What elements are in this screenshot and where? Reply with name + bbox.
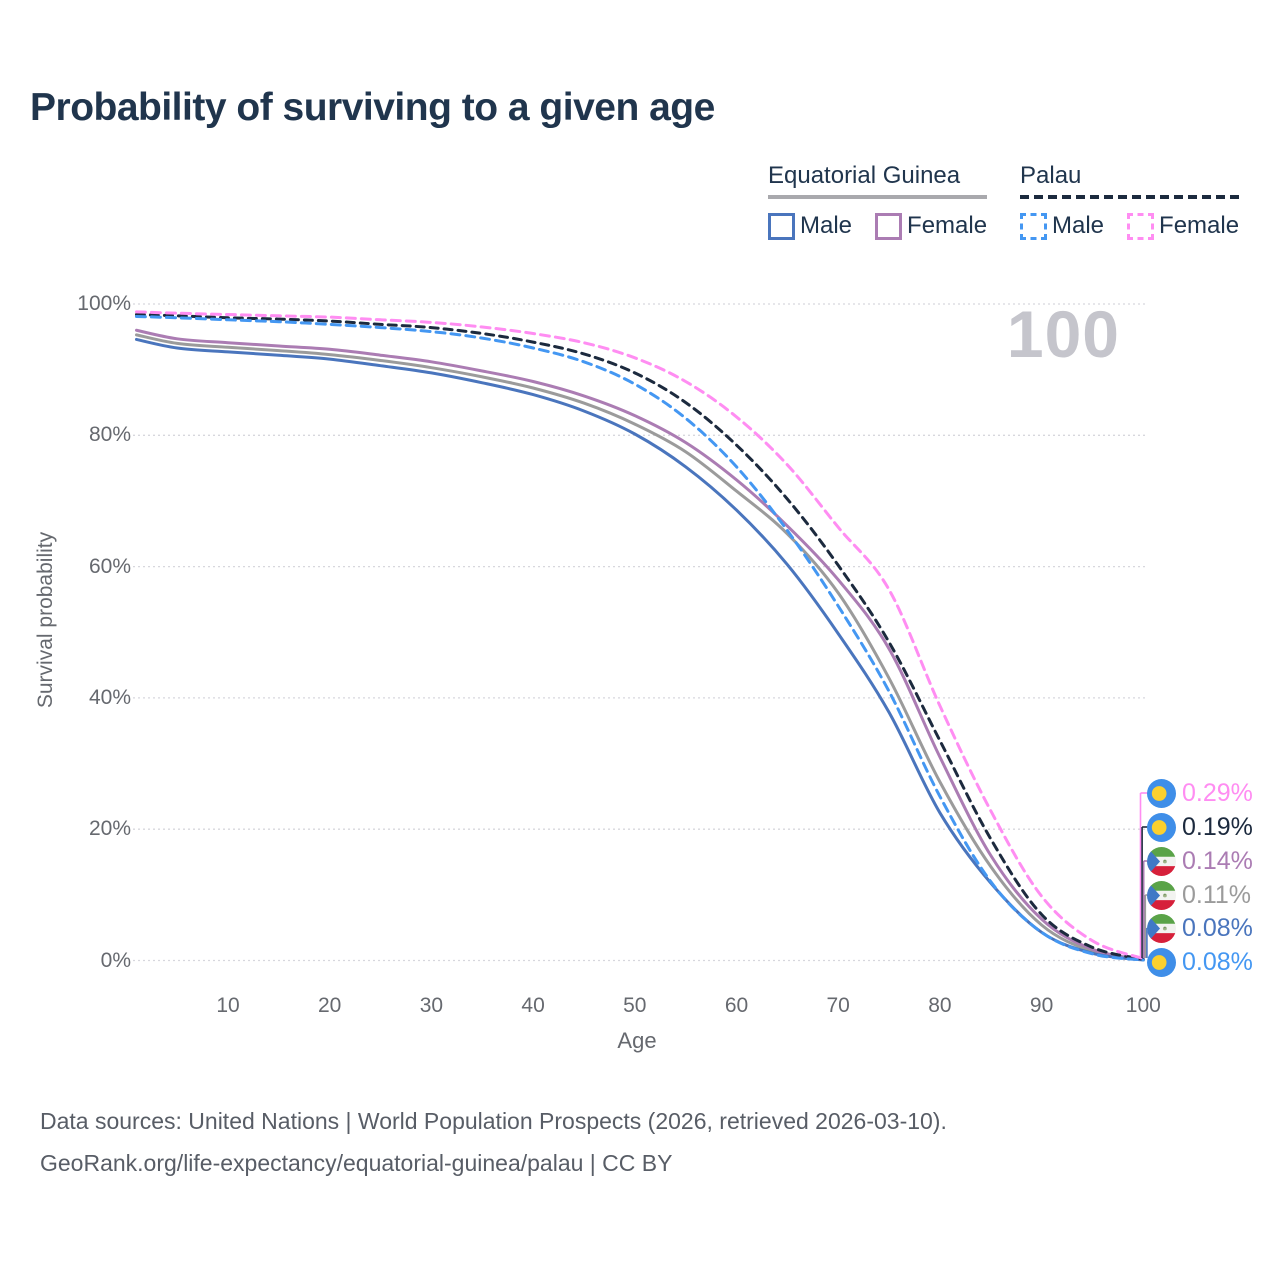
x-tick-label: 100 — [1125, 994, 1161, 1017]
age-watermark: 100 — [1006, 297, 1120, 371]
legend-item-eg-male[interactable]: Male — [768, 212, 852, 240]
end-label-value: 0.14% — [1182, 846, 1253, 875]
legend-group-equatorial-guinea: Equatorial Guinea Male Female — [768, 162, 988, 240]
end-label-palau: 0.29% — [1147, 777, 1253, 809]
x-tick-label: 90 — [1029, 994, 1054, 1017]
y-tick-label: 100% — [77, 292, 131, 315]
x-tick-label: 20 — [318, 994, 342, 1017]
end-label-value: 0.08% — [1182, 947, 1253, 976]
y-tick-label: 20% — [88, 817, 131, 841]
legend-item-label: Male — [800, 212, 853, 239]
legend-group-title: Equatorial Guinea — [768, 162, 961, 189]
end-label-equatorial-guinea: 0.08% — [1147, 912, 1253, 944]
x-tick-label: 60 — [724, 994, 749, 1017]
equatorial-guinea-flag-icon — [1147, 846, 1176, 876]
series-line-equatorial-guinea-female — [134, 328, 1145, 962]
series-line-palau-both-sexes — [134, 313, 1145, 961]
palau-flag-icon — [1147, 947, 1176, 977]
series-line-equatorial-guinea-male — [134, 337, 1145, 962]
line-swatch-icon — [1020, 212, 1047, 240]
legend-item-eg-female[interactable]: Female — [875, 212, 987, 240]
equatorial-guinea-flag-icon — [1147, 880, 1176, 910]
x-tick-label: 40 — [521, 994, 545, 1017]
legend-item-label: Female — [907, 212, 988, 239]
legend-item-label: Female — [1159, 212, 1240, 239]
end-label-value: 0.11% — [1182, 880, 1252, 909]
y-tick-label: 40% — [88, 685, 131, 709]
end-label-value: 0.29% — [1182, 778, 1253, 807]
end-label-palau: 0.19% — [1147, 811, 1253, 843]
x-axis-title: Age — [617, 1028, 657, 1053]
end-label-value: 0.19% — [1182, 812, 1253, 841]
legend-item-palau-male[interactable]: Male — [1020, 212, 1104, 240]
x-tick-label: 30 — [419, 994, 444, 1017]
palau-flag-icon — [1147, 778, 1176, 808]
end-label-palau: 0.08% — [1147, 946, 1253, 978]
y-tick-label: 60% — [88, 554, 131, 578]
x-tick-label: 10 — [216, 994, 240, 1017]
y-tick-label: 0% — [100, 948, 131, 972]
line-swatch-icon — [768, 212, 795, 240]
series-line-palau-male — [134, 314, 1145, 962]
y-tick-label: 80% — [88, 423, 131, 447]
attribution-link-text: GeoRank.org/life-expectancy/equatorial-g… — [40, 1150, 673, 1176]
legend-item-palau-female[interactable]: Female — [1127, 212, 1239, 240]
equatorial-guinea-flag-icon — [1147, 913, 1176, 943]
data-source-text: Data sources: United Nations | World Pop… — [40, 1108, 947, 1134]
line-swatch-icon — [875, 212, 903, 240]
legend-underline-solid — [768, 195, 988, 199]
x-tick-label: 80 — [928, 994, 952, 1017]
x-tick-label: 70 — [826, 994, 850, 1017]
page-title: Probability of surviving to a given age — [30, 86, 715, 129]
x-tick-label: 50 — [623, 994, 647, 1017]
series-line-palau-female — [134, 310, 1145, 961]
end-label-equatorial-guinea: 0.14% — [1147, 845, 1253, 877]
end-label-equatorial-guinea: 0.11% — [1147, 879, 1251, 911]
line-swatch-icon — [1127, 212, 1155, 240]
legend-item-label: Male — [1052, 212, 1105, 239]
series-line-equatorial-guinea-both-sexes — [134, 333, 1145, 962]
legend-underline-dashed — [1020, 195, 1240, 199]
legend-group-palau: Palau Male Female — [1020, 162, 1240, 240]
end-label-value: 0.08% — [1182, 913, 1253, 942]
palau-flag-icon — [1147, 812, 1176, 842]
legend-group-title: Palau — [1020, 162, 1082, 189]
